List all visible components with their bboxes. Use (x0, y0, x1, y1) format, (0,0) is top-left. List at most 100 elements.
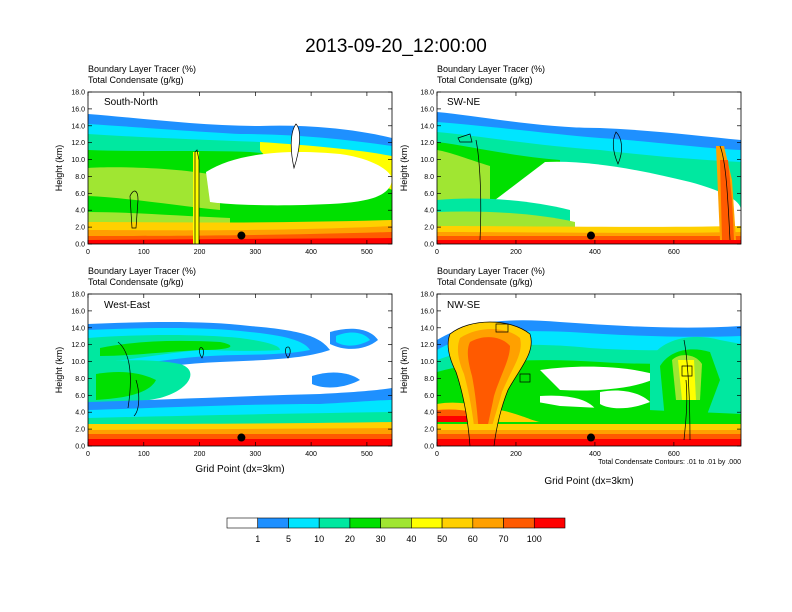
colorbar-swatch (257, 517, 289, 529)
x-tick-label: 200 (510, 451, 522, 458)
panel-nw-se: Boundary Layer Tracer (%) Total Condensa… (399, 266, 742, 487)
colorbar-swatch (288, 517, 320, 529)
y-tick-label: 16.0 (420, 106, 434, 113)
panel-header-line-2: Total Condensate (g/kg) (88, 75, 184, 85)
y-tick-label: 10.0 (71, 157, 85, 164)
colorbar-label: 50 (437, 534, 447, 544)
plot-frame (87, 293, 393, 447)
x-tick-label: 600 (668, 249, 680, 256)
y-tick-label: 12.0 (71, 140, 85, 147)
y-tick-label: 8.0 (424, 376, 434, 383)
colorbar: 1 5 10 20 30 40 50 60 70 100 (226, 517, 566, 544)
colorbar-label: 100 (527, 534, 542, 544)
y-tick-label: 4.0 (75, 208, 85, 215)
colorbar-label: 30 (376, 534, 386, 544)
x-tick-label: 100 (138, 249, 150, 256)
colorbar-swatch (226, 517, 259, 529)
x-tick-label: 200 (510, 249, 522, 256)
x-tick-label: 300 (249, 249, 261, 256)
colorbar-label: 40 (406, 534, 416, 544)
y-tick-label: 2.0 (75, 427, 85, 434)
colorbar-swatch (318, 517, 351, 529)
panel-header-line-1: Boundary Layer Tracer (%) (88, 266, 196, 276)
y-tick-label: 12.0 (71, 342, 85, 349)
y-tick-label: 4.0 (75, 410, 85, 417)
colorbar-swatch (411, 517, 443, 529)
x-tick-label: 200 (194, 451, 206, 458)
x-tick-label: 100 (138, 451, 150, 458)
y-axis-label: Height (km) (399, 145, 409, 192)
y-tick-label: 14.0 (420, 123, 434, 130)
location-marker (237, 231, 246, 240)
plot-frame (436, 293, 742, 447)
y-tick-label: 8.0 (75, 174, 85, 181)
contour-field (88, 294, 392, 446)
y-axis-label: Height (km) (54, 347, 64, 394)
x-tick-label: 500 (361, 249, 373, 256)
panel-header-line-2: Total Condensate (g/kg) (437, 277, 533, 287)
x-tick-label: 0 (435, 451, 439, 458)
y-tick-label: 6.0 (424, 393, 434, 400)
colorbar-swatch (349, 517, 381, 529)
y-axis-label: Height (km) (54, 145, 64, 192)
x-tick-label: 300 (249, 451, 261, 458)
y-tick-label: 0.0 (424, 444, 434, 451)
y-tick-label: 16.0 (420, 308, 434, 315)
y-tick-label: 2.0 (75, 225, 85, 232)
y-axis-label: Height (km) (399, 347, 409, 394)
y-tick-label: 0.0 (75, 242, 85, 249)
panel-west-east: Boundary Layer Tracer (%) Total Condensa… (54, 266, 393, 475)
y-tick-label: 10.0 (420, 359, 434, 366)
y-tick-label: 2.0 (424, 225, 434, 232)
colorbar-swatch (503, 517, 535, 529)
location-marker (586, 433, 595, 442)
location-marker (237, 433, 246, 442)
y-tick-label: 16.0 (71, 308, 85, 315)
x-tick-label: 0 (86, 451, 90, 458)
y-tick-label: 18.0 (420, 292, 434, 299)
panel-label: West-East (104, 300, 150, 311)
contour-field (437, 294, 741, 446)
y-tick-label: 6.0 (75, 393, 85, 400)
panel-header-line-1: Boundary Layer Tracer (%) (88, 64, 196, 74)
y-tick-label: 2.0 (424, 427, 434, 434)
y-tick-label: 12.0 (420, 342, 434, 349)
panel-header-line-2: Total Condensate (g/kg) (437, 75, 533, 85)
colorbar-swatch (533, 517, 566, 529)
x-tick-label: 200 (194, 249, 206, 256)
y-tick-label: 10.0 (71, 359, 85, 366)
y-tick-label: 12.0 (420, 140, 434, 147)
x-tick-label: 400 (589, 451, 601, 458)
colorbar-label: 5 (286, 534, 291, 544)
y-tick-label: 18.0 (71, 90, 85, 97)
y-tick-label: 6.0 (75, 191, 85, 198)
panel-label: SW-NE (447, 97, 480, 108)
panel-south-north: Boundary Layer Tracer (%) Total Condensa… (54, 64, 393, 256)
y-tick-label: 14.0 (71, 123, 85, 130)
y-tick-label: 16.0 (71, 106, 85, 113)
axis-ticks: 0.0 2.0 4.0 6.0 8.0 10.0 12.0 14.0 16.0 18.0 0 200 4… (420, 292, 741, 458)
x-tick-label: 0 (86, 249, 90, 256)
colorbar-label: 20 (345, 534, 355, 544)
y-tick-label: 8.0 (75, 376, 85, 383)
x-tick-label: 400 (589, 249, 601, 256)
y-tick-label: 0.0 (75, 444, 85, 451)
axis-ticks: 0.0 2.0 4.0 6.0 8.0 10.0 12.0 14.0 16.0 18.0 0 200 4… (420, 90, 741, 256)
x-axis-label: Grid Point (dx=3km) (195, 464, 284, 475)
x-tick-label: 400 (305, 249, 317, 256)
y-tick-label: 8.0 (424, 174, 434, 181)
plot-frame (436, 91, 742, 245)
colorbar-swatch (380, 517, 412, 529)
panel-header-line-1: Boundary Layer Tracer (%) (437, 266, 545, 276)
axis-ticks: 0.0 2.0 4.0 6.0 8.0 10.0 12.0 14.0 16.0 18.0 0 100 2… (71, 90, 392, 256)
y-tick-label: 18.0 (71, 292, 85, 299)
colorbar-label: 60 (468, 534, 478, 544)
colorbar-label: 10 (314, 534, 324, 544)
y-tick-label: 0.0 (424, 242, 434, 249)
panel-label: South-North (104, 97, 158, 108)
x-tick-label: 500 (361, 451, 373, 458)
colorbar-label: 70 (499, 534, 509, 544)
y-tick-label: 10.0 (420, 157, 434, 164)
plot-frame (87, 91, 393, 245)
